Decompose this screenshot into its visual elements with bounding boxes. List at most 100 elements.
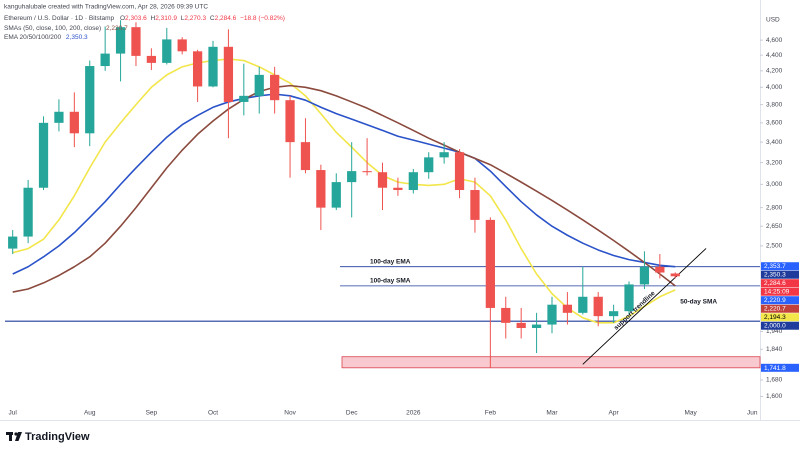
candle-body [69,111,79,134]
candle-body [639,266,650,285]
candle-body [624,284,634,312]
logo-mark [14,432,18,436]
change: −18.8 (−0.82%) [240,15,285,22]
price-badge-label: 1,741.8 [764,365,786,372]
candle-body [223,46,234,102]
x-tick-label: Oct [208,410,218,417]
y-tick-label: 3,400 [766,139,783,146]
price-badge [761,279,799,288]
price-badge [761,363,799,372]
credit: kanguhalubale created with TradingView.c… [4,4,208,11]
y-tick-label: 1,600 [766,393,783,400]
x-tick-label: Mar [546,410,558,417]
ohlc-key: O [120,15,125,22]
candle-body [531,324,542,328]
logo-mark [15,432,22,441]
candle-body [8,236,18,249]
y-tick-label: 3,600 [766,120,783,127]
price-badge-label: 2,353.7 [764,263,786,270]
candle-body [192,51,203,87]
x-tick-label: Dec [346,410,358,417]
currency-label: USD [766,17,780,24]
candle-body [162,39,172,63]
candle-body [454,152,465,191]
candle-body [362,171,372,173]
candle-body [85,66,95,134]
price-badge [761,304,799,313]
price-badge-label: 2,284.6 [764,280,786,287]
candle-body [655,266,665,273]
candle-body [347,171,357,183]
price-badge [761,296,799,305]
y-tick-label: 2,650 [766,223,783,230]
candle-body [270,74,280,101]
candle-body [300,142,311,171]
moving-average-line [12,93,676,275]
indicator-name: SMAs (50, close, 100, 200, close) [4,25,101,32]
price-badge-label: 2,220.7 [764,306,786,313]
series-label: 50-day SMA [680,299,717,306]
symbol-line: Ethereum / U.S. Dollar · 1D · Bitstamp O… [4,15,285,22]
candle-body [23,187,33,237]
trendline [582,248,707,365]
candle-body [208,46,218,87]
candle-body [239,95,249,102]
candle-body [547,304,557,325]
moving-average-line [12,84,676,293]
x-tick-label: Jul [9,410,18,417]
candle-body [470,190,480,220]
candle-body [100,53,110,67]
x-tick-label: 2026 [406,410,421,417]
indicator-line: SMAs (50, close, 100, 200, close) 2,220.… [4,25,128,32]
y-tick-label: 1,840 [766,346,783,353]
x-tick-label: Nov [284,410,296,417]
ohlc-value: 2,284.6 [215,15,237,22]
candle-body [593,296,603,317]
candle-body [38,122,49,188]
indicator-name: EMA 20/50/100/200 [4,34,61,41]
countdown-badge [761,287,799,296]
candle-body [177,39,187,52]
y-tick-label: 4,400 [766,52,783,59]
ohlc-key: H [151,15,156,22]
price-badge-label: 2,194.3 [764,314,786,321]
candle-body [377,172,388,188]
candle-body [316,170,326,208]
candle-body [54,111,64,123]
x-tick-label: Apr [609,410,620,417]
candle-body [501,307,511,323]
countdown-label: 14:25:09 [764,289,790,296]
candle-body [439,152,449,158]
candle-body [285,100,295,143]
footer-brand: TradingView [25,431,90,443]
candle-body [393,187,403,191]
candle-body [485,219,495,308]
x-tick-label: Feb [485,410,497,417]
price-badge-label: 2,350.3 [764,272,786,279]
candle-body [578,296,588,313]
price-badge [761,321,799,330]
candle-body [254,74,264,96]
candle-body [609,311,619,317]
ohlc-value: 2,303.6 [125,15,147,22]
logo-mark [9,432,12,441]
x-tick-label: Aug [84,410,96,417]
y-tick-label: 2,500 [766,243,783,250]
candle-body [562,304,573,313]
y-tick-label: 1,940 [766,328,783,335]
indicator-value: 2,350.3 [66,34,88,41]
y-tick-label: 4,600 [766,37,783,44]
candle-body [516,322,526,328]
candle-body [670,273,680,277]
candle-body [408,172,418,191]
candle-body [424,157,434,173]
indicator-line: EMA 20/50/100/200 2,350.3 [4,34,88,41]
x-tick-label: May [685,410,698,417]
header: kanguhalubale created with TradingView.c… [4,4,285,41]
ohlc-value: 2,270.3 [184,15,206,22]
price-badge-label: 2,000.0 [764,323,786,330]
candle-body [146,55,156,63]
